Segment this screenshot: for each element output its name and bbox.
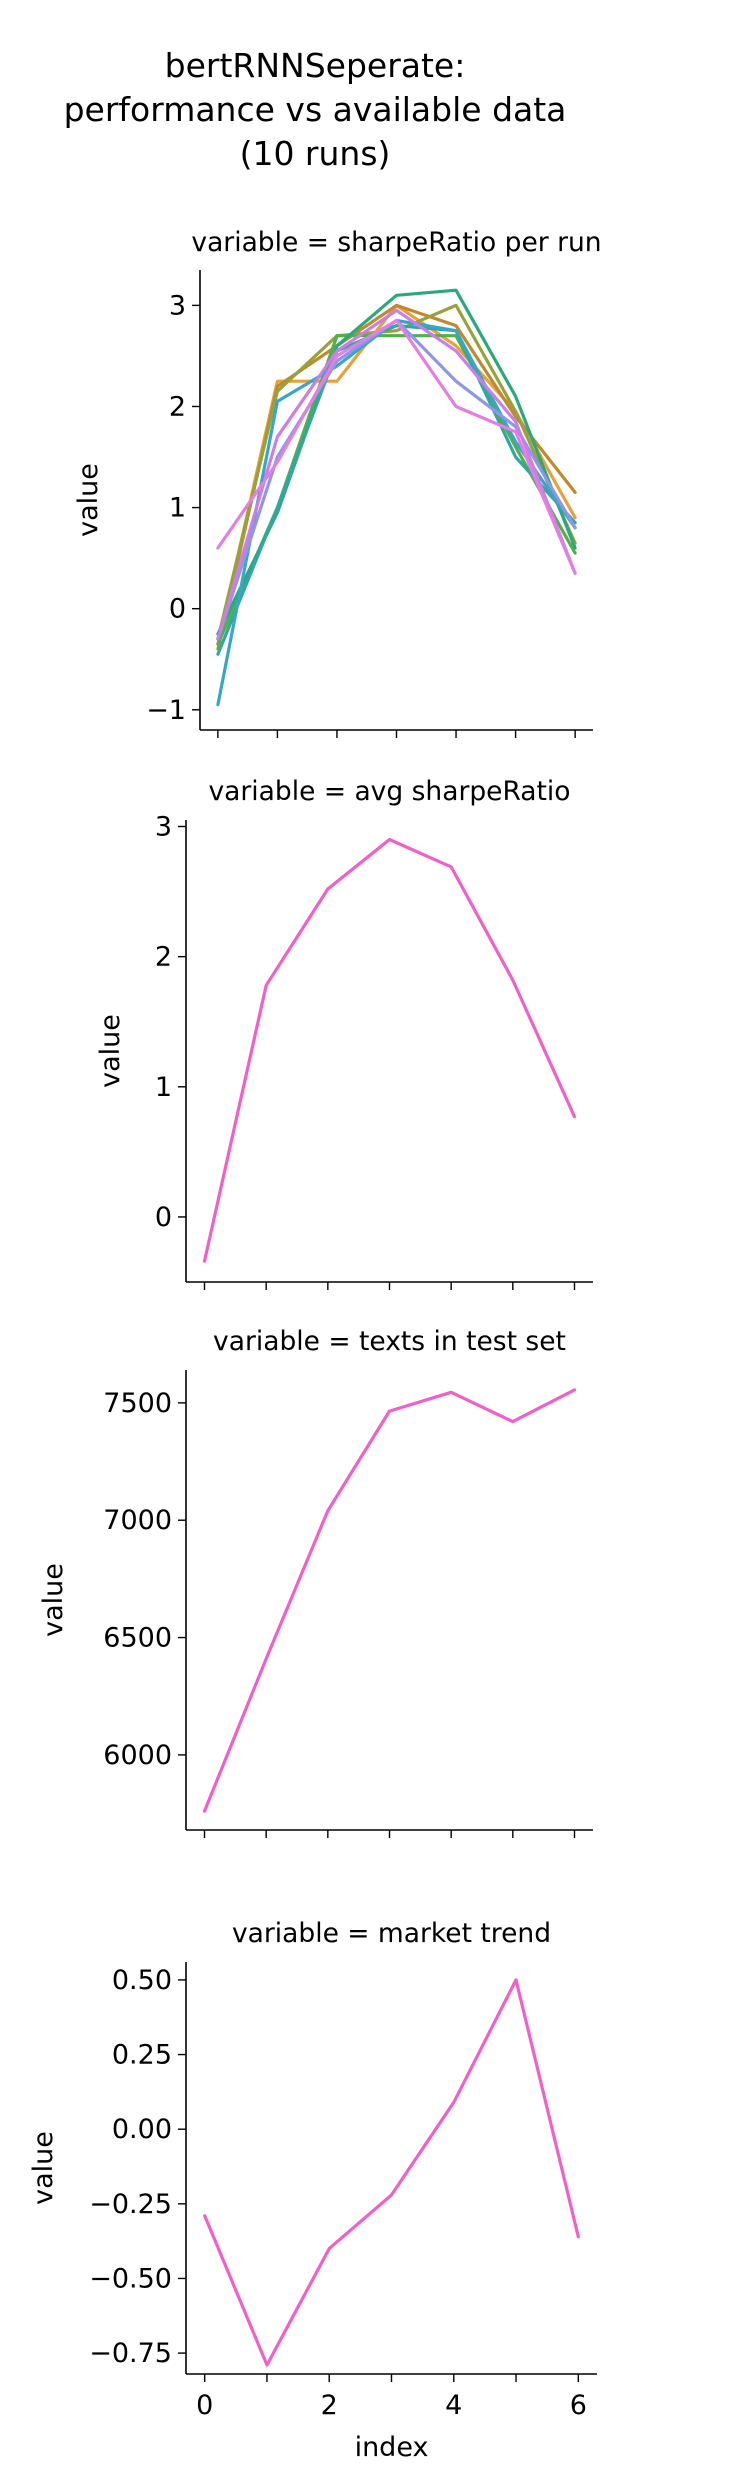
y-tick-label: 0 [169, 594, 186, 625]
figure-title-line-1: bertRNNSeperate: [165, 46, 466, 85]
series-line-8 [216, 318, 577, 641]
y-tick-label: 2 [155, 942, 172, 973]
panel-title: variable = sharpeRatio per run [191, 227, 601, 258]
series-line-2 [216, 303, 577, 651]
y-axis-label: value [73, 463, 104, 537]
series-line-3 [216, 303, 577, 641]
series-line-6 [216, 324, 577, 656]
y-tick-label: 6000 [103, 1740, 172, 1771]
series-line-1 [203, 1978, 580, 2367]
x-tick-label: 4 [445, 2390, 462, 2421]
x-tick-label: 6 [570, 2390, 587, 2421]
panel-title: variable = market trend [232, 1918, 551, 1949]
panel-title: variable = texts in test set [213, 1326, 566, 1357]
series-line-10 [216, 318, 577, 575]
x-tick-label: 0 [196, 2390, 213, 2421]
y-tick-label: 7500 [103, 1388, 172, 1419]
y-tick-label: 6500 [103, 1623, 172, 1654]
series-line-9 [216, 308, 577, 641]
panel-title: variable = avg sharpeRatio [208, 776, 570, 807]
figure-title: bertRNNSeperate: performance vs availabl… [64, 46, 567, 173]
chart-panel-1: variable = sharpeRatio per run value −1 0 1 2… [73, 227, 602, 738]
series-line-1 [202, 1388, 577, 1813]
x-axis-label: index [355, 2432, 429, 2463]
chart-panels: variable = sharpeRatio per run value −1 0 1 2… [28, 227, 602, 2463]
y-tick-label: 0.00 [112, 2114, 172, 2145]
y-tick-label: 0.25 [112, 2040, 172, 2071]
y-tick-label: −0.50 [89, 2263, 172, 2294]
y-tick-label: 1 [169, 493, 186, 524]
y-tick-label: 3 [155, 812, 172, 843]
y-tick-label: 2 [169, 391, 186, 422]
y-tick-label: −1 [146, 695, 186, 726]
series-line-5 [216, 288, 577, 636]
figure-title-line-3: (10 runs) [240, 134, 391, 173]
y-tick-label: −0.25 [89, 2189, 172, 2220]
chart-panel-3: variable = texts in test set value 6000 650… [38, 1326, 593, 1838]
y-tick-label: 0.50 [112, 1965, 172, 1996]
chart-panel-2: variable = avg sharpeRatio value 0 1 2 3 [95, 776, 593, 1290]
y-tick-label: 0 [155, 1202, 172, 1233]
y-tick-label: 1 [155, 1072, 172, 1103]
y-tick-label: 3 [169, 290, 186, 321]
series-line-4 [216, 334, 577, 646]
chart-panel-4: variable = market trend value −0.75 −0.50 −0… [28, 1918, 597, 2463]
y-axis-label: value [28, 2131, 59, 2205]
series-line-7 [216, 318, 577, 707]
series-line-1 [202, 837, 577, 1263]
y-axis-label: value [38, 1563, 69, 1637]
x-tick-label: 2 [321, 2390, 338, 2421]
y-tick-label: −0.75 [89, 2338, 172, 2369]
y-axis-label: value [95, 1014, 126, 1088]
y-tick-label: 7000 [103, 1505, 172, 1536]
figure-title-line-2: performance vs available data [64, 90, 567, 129]
